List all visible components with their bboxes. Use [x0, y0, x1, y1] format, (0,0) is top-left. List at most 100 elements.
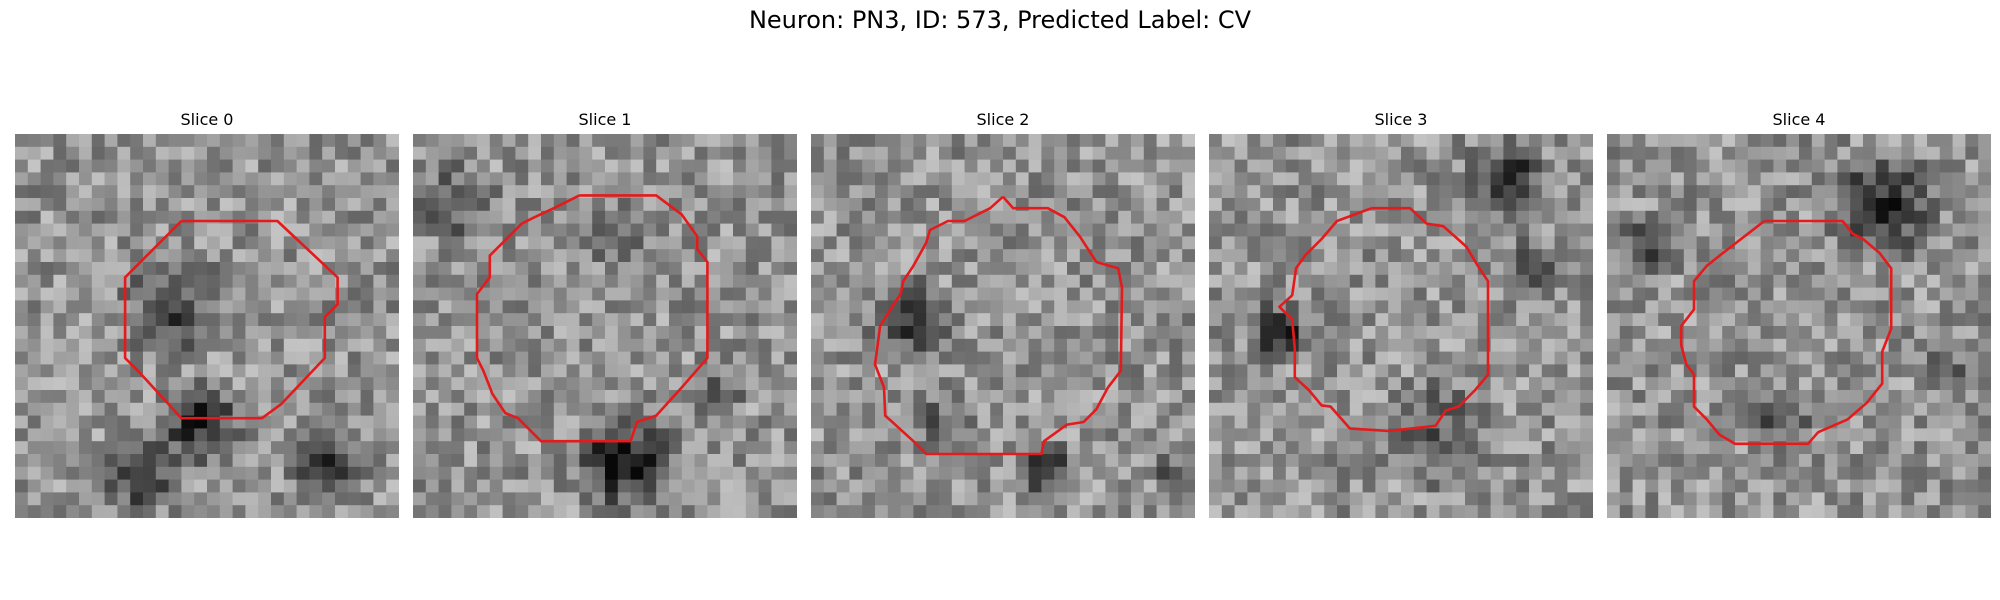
image-pixel	[900, 479, 914, 493]
image-pixel	[887, 236, 902, 250]
image-pixel	[1273, 210, 1287, 225]
image-pixel	[360, 249, 374, 263]
image-pixel	[579, 223, 593, 237]
image-pixel	[939, 249, 953, 263]
image-pixel	[489, 172, 504, 186]
image-pixel	[784, 185, 797, 199]
image-pixel	[373, 402, 387, 417]
image-pixel	[1169, 300, 1183, 314]
image-pixel	[1965, 505, 1979, 518]
image-pixel	[694, 402, 708, 417]
image-pixel	[1247, 313, 1261, 327]
image-pixel	[1901, 402, 1915, 417]
image-pixel	[1683, 492, 1698, 506]
image-pixel	[579, 262, 593, 276]
image-pixel	[926, 428, 940, 442]
image-pixel	[1298, 146, 1312, 161]
image-pixel	[335, 364, 349, 378]
image-pixel	[1439, 326, 1453, 340]
image-pixel	[1337, 300, 1351, 314]
image-pixel	[207, 223, 221, 237]
image-pixel	[1927, 492, 1941, 506]
image-pixel	[1401, 287, 1415, 301]
image-pixel	[1529, 364, 1543, 378]
image-pixel	[1298, 466, 1312, 481]
image-pixel	[1735, 185, 1749, 199]
image-pixel	[373, 492, 387, 506]
image-pixel	[1799, 134, 1813, 148]
image-pixel	[1709, 351, 1723, 365]
image-pixel	[745, 479, 760, 493]
image-pixel	[1234, 377, 1248, 391]
image-pixel	[413, 313, 427, 327]
image-pixel	[464, 210, 478, 225]
image-pixel	[1799, 300, 1813, 314]
image-pixel	[1516, 441, 1530, 455]
image-pixel	[1952, 492, 1966, 506]
image-pixel	[1965, 262, 1979, 276]
image-pixel	[553, 300, 568, 314]
image-pixel	[438, 223, 452, 237]
image-pixel	[1388, 236, 1402, 250]
image-pixel	[1362, 159, 1376, 173]
image-pixel	[990, 249, 1004, 263]
image-pixel	[1619, 300, 1634, 314]
image-pixel	[758, 300, 772, 314]
image-pixel	[1824, 441, 1838, 455]
image-pixel	[553, 390, 568, 404]
image-pixel	[566, 172, 580, 186]
image-pixel	[566, 454, 580, 468]
image-pixel	[707, 505, 721, 518]
image-pixel	[40, 415, 54, 429]
image-pixel	[515, 300, 529, 314]
image-pixel	[745, 351, 760, 365]
image-pixel	[53, 338, 67, 353]
image-pixel	[566, 313, 580, 327]
image-pixel	[1465, 338, 1479, 353]
image-pixel	[1529, 351, 1543, 365]
image-pixel	[1927, 428, 1941, 442]
image-pixel	[681, 300, 696, 314]
image-pixel	[1311, 428, 1325, 442]
image-pixel	[1529, 172, 1543, 186]
image-pixel	[1118, 146, 1132, 161]
image-pixel	[720, 390, 734, 404]
image-pixel	[926, 377, 940, 391]
image-pixel	[1978, 134, 1991, 148]
image-pixel	[232, 505, 246, 518]
image-pixel	[656, 415, 670, 429]
image-pixel	[386, 146, 399, 161]
image-pixel	[1413, 428, 1428, 442]
image-pixel	[771, 377, 785, 391]
image-pixel	[283, 172, 298, 186]
image-pixel	[913, 159, 927, 173]
image-pixel	[1426, 223, 1440, 237]
image-pixel	[1850, 262, 1864, 276]
image-pixel	[939, 223, 953, 237]
image-pixel	[900, 377, 914, 391]
image-pixel	[194, 185, 208, 199]
image-pixel	[771, 198, 785, 212]
image-pixel	[425, 262, 440, 276]
image-pixel	[784, 402, 797, 417]
image-pixel	[1811, 287, 1826, 301]
image-pixel	[1760, 505, 1774, 518]
image-pixel	[630, 236, 644, 250]
image-pixel	[104, 390, 118, 404]
image-pixel	[579, 428, 593, 442]
image-pixel	[53, 300, 67, 314]
image-pixel	[836, 466, 850, 481]
image-pixel	[283, 313, 298, 327]
image-pixel	[862, 146, 876, 161]
image-pixel	[681, 454, 696, 468]
image-pixel	[1541, 262, 1556, 276]
image-pixel	[360, 172, 374, 186]
image-pixel	[643, 300, 657, 314]
image-pixel	[1786, 351, 1800, 365]
image-pixel	[1914, 236, 1928, 250]
image-pixel	[117, 505, 131, 518]
image-pixel	[1079, 479, 1094, 493]
image-pixel	[194, 466, 208, 481]
image-pixel	[836, 402, 850, 417]
image-pixel	[207, 300, 221, 314]
